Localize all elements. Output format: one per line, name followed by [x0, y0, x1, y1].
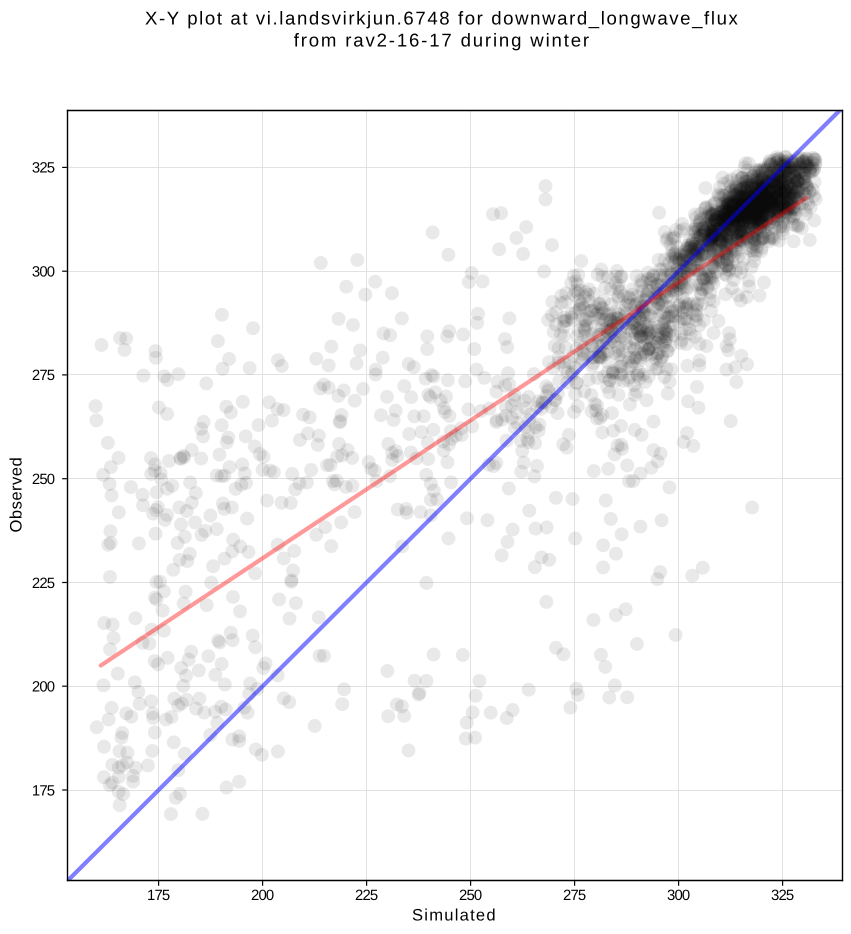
svg-text:225: 225	[355, 888, 378, 904]
svg-text:250: 250	[32, 472, 55, 488]
svg-text:175: 175	[147, 888, 170, 904]
svg-text:225: 225	[32, 576, 55, 592]
svg-text:250: 250	[459, 888, 482, 904]
svg-text:300: 300	[32, 265, 55, 281]
svg-text:Observed: Observed	[6, 457, 25, 532]
svg-text:325: 325	[771, 888, 794, 904]
svg-text:200: 200	[251, 888, 274, 904]
svg-text:175: 175	[32, 783, 55, 799]
svg-text:275: 275	[32, 368, 55, 384]
svg-text:X-Y plot at vi.landsvirkjun.67: X-Y plot at vi.landsvirkjun.6748 for dow…	[145, 8, 739, 29]
svg-text:325: 325	[32, 161, 55, 177]
svg-text:275: 275	[563, 888, 586, 904]
svg-text:from rav2-16-17 during winter: from rav2-16-17 during winter	[294, 29, 589, 50]
svg-text:Simulated: Simulated	[412, 905, 496, 924]
svg-text:200: 200	[32, 680, 55, 696]
svg-text:300: 300	[667, 888, 690, 904]
